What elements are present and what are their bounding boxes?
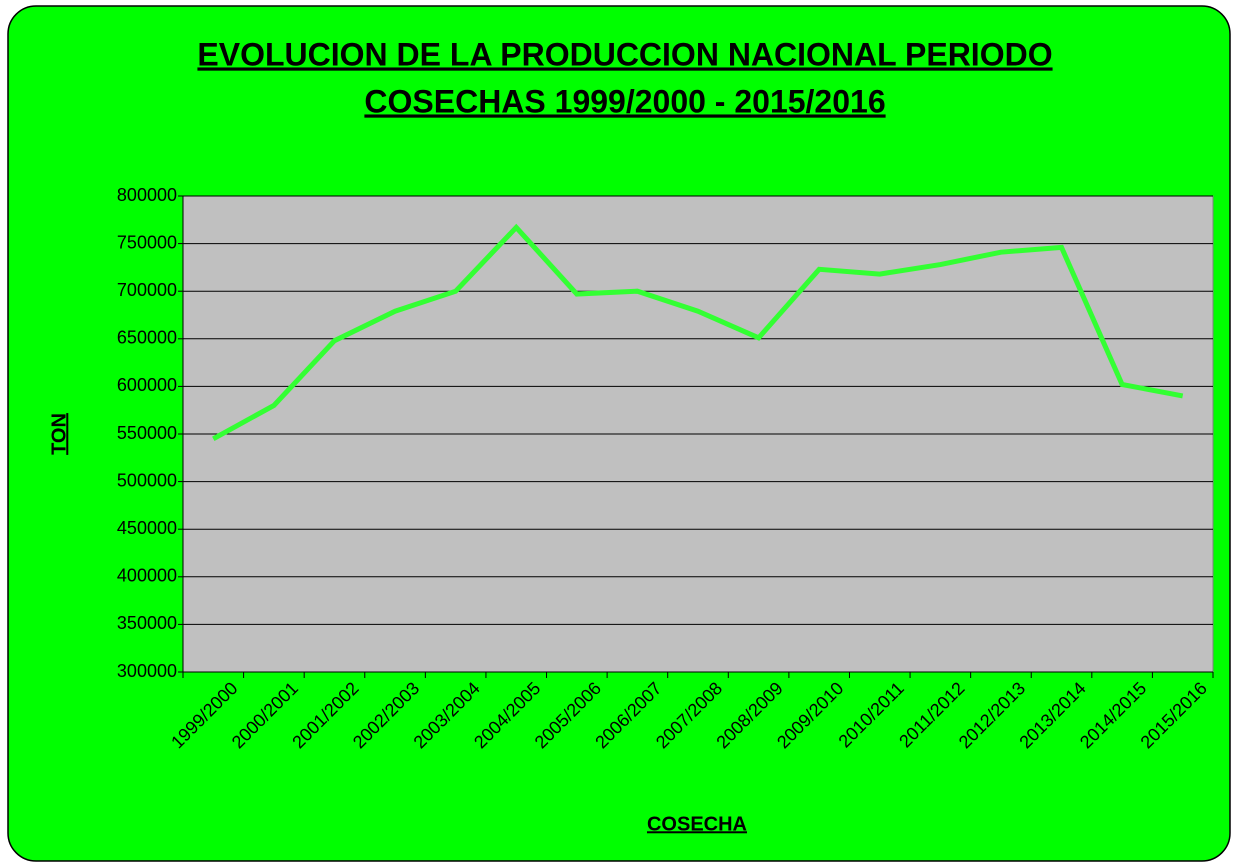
y-tick-label: 300000 [117,661,177,681]
y-tick-label: 500000 [117,470,177,490]
y-tick-label: 450000 [117,518,177,538]
chart-title: COSECHAS 1999/2000 - 2015/2016 [364,83,885,119]
y-tick-label: 350000 [117,613,177,633]
y-axis-label: TON [48,413,70,455]
y-tick-label: 600000 [117,375,177,395]
chart-title: EVOLUCION DE LA PRODUCCION NACIONAL PERI… [197,36,1052,72]
y-tick-label: 750000 [117,232,177,252]
x-axis-label: COSECHA [647,813,747,835]
y-tick-label: 800000 [117,185,177,205]
y-tick-label: 400000 [117,566,177,586]
y-tick-label: 550000 [117,423,177,443]
data-line [212,223,1184,441]
y-tick-label: 650000 [117,328,177,348]
y-tick-label: 700000 [117,280,177,300]
